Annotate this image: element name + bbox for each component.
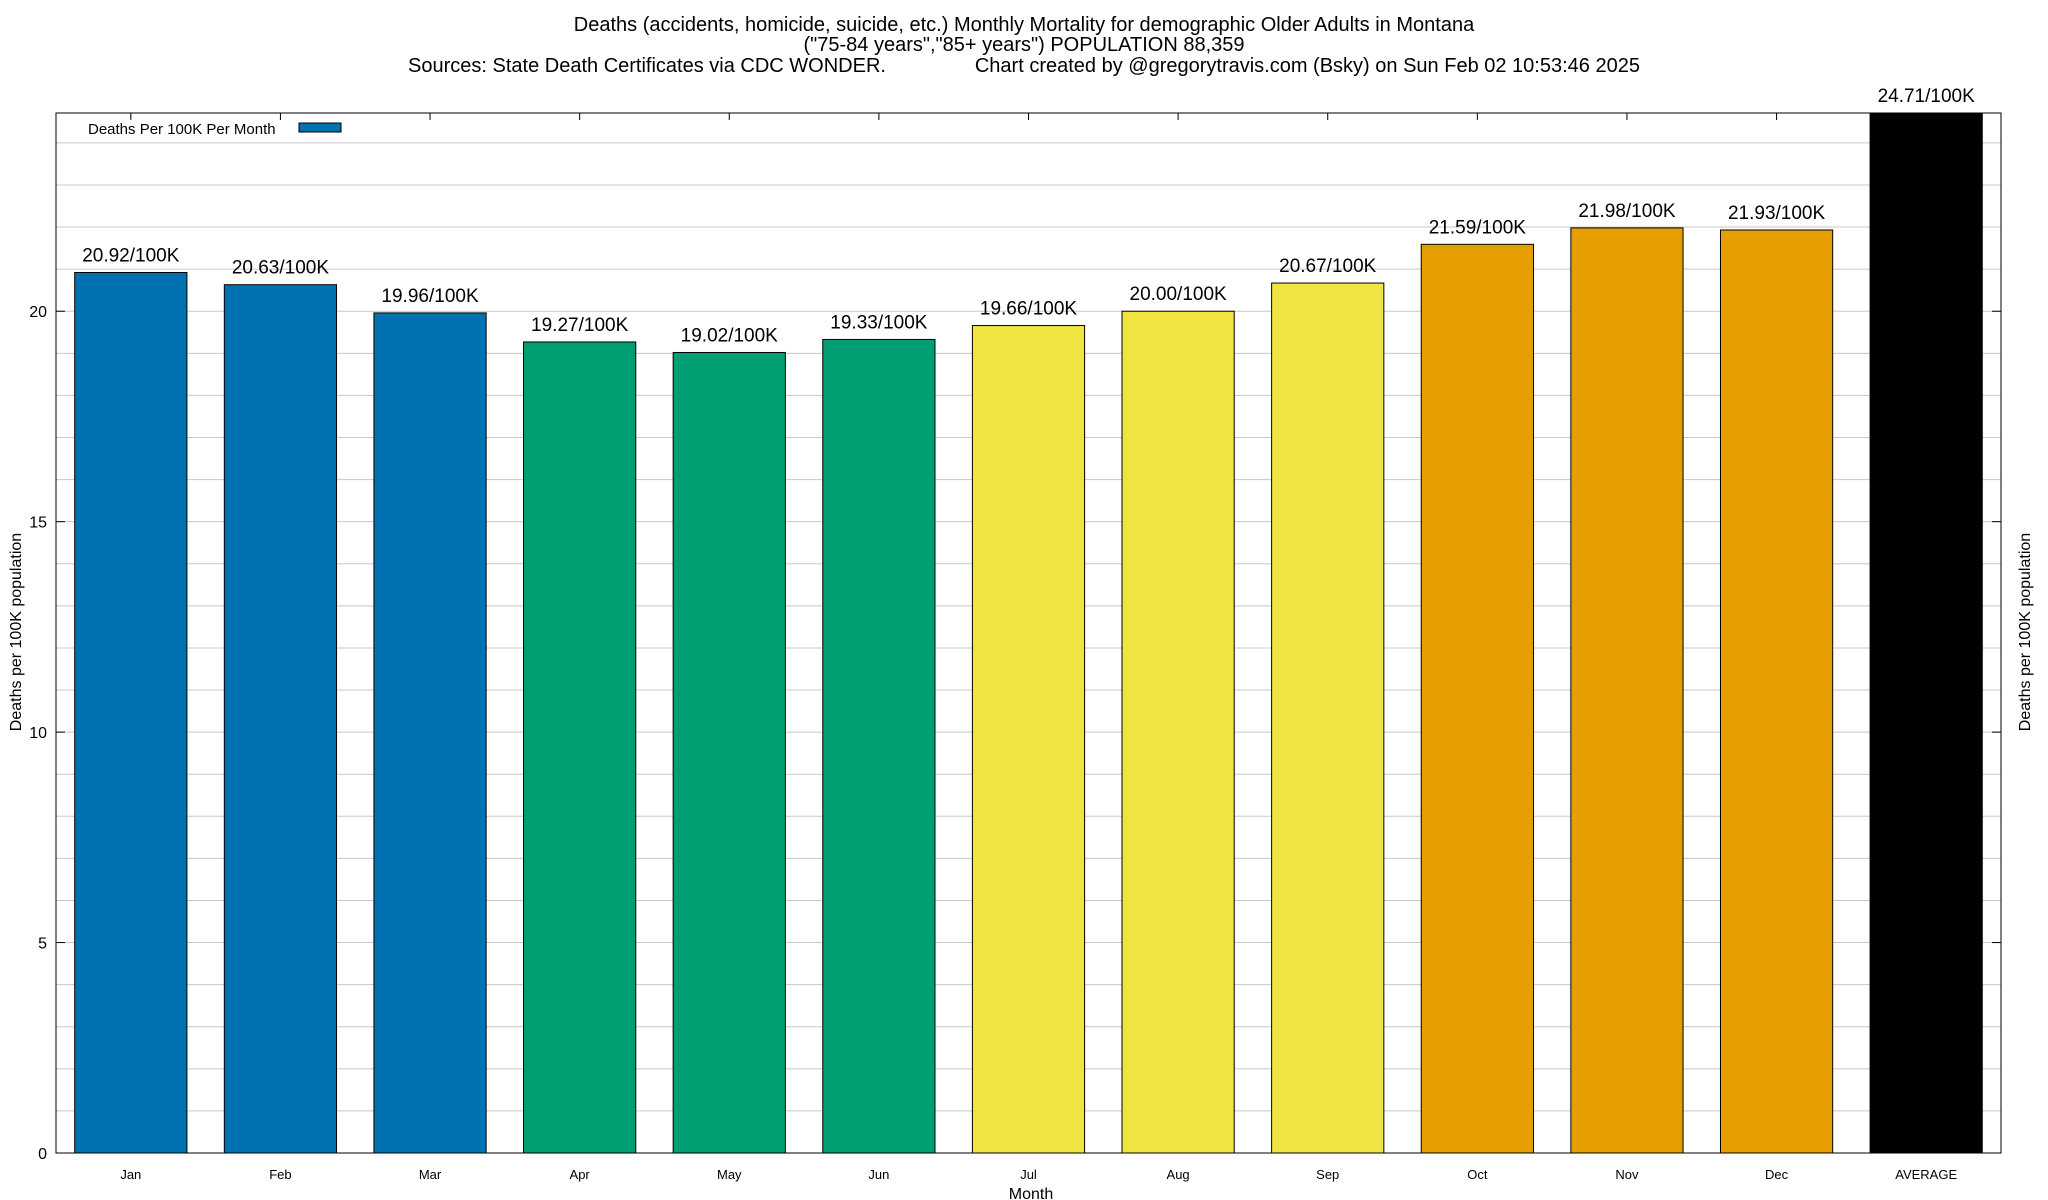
x-tick-label-dec: Dec xyxy=(1765,1167,1789,1182)
bar-oct xyxy=(1420,243,1534,1154)
x-tick-label-oct: Oct xyxy=(1467,1167,1488,1182)
bar-sep xyxy=(1271,282,1385,1154)
x-tick-label-jun: Jun xyxy=(868,1167,889,1182)
data-labels: 20.92/100K 20.63/100K 19.96/100K 19.27/100K… xyxy=(82,86,1975,346)
y-tick-label: 10 xyxy=(29,725,47,742)
x-tick-label-average: AVERAGE xyxy=(1895,1167,1957,1182)
bar-jan xyxy=(74,272,188,1154)
x-tick-label-apr: Apr xyxy=(570,1167,591,1182)
x-tick-label-feb: Feb xyxy=(269,1167,291,1182)
legend-label: Deaths Per 100K Per Month xyxy=(88,121,276,138)
y-axis-label-right: Deaths per 100K population xyxy=(2017,533,2034,731)
bar-average xyxy=(1869,112,1983,1154)
title-line-2: ("75-84 years","85+ years") POPULATION 8… xyxy=(804,34,1245,56)
x-tick-label-jan: Jan xyxy=(120,1167,141,1182)
data-label-oct: 21.59/100K xyxy=(1429,217,1527,238)
x-tick-label-may: May xyxy=(717,1167,742,1182)
bar-apr xyxy=(523,341,637,1154)
data-label-jan: 20.92/100K xyxy=(82,246,180,267)
data-label-sep: 20.67/100K xyxy=(1279,256,1377,277)
title-line-3: Sources: State Death Certificates via CD… xyxy=(408,55,1640,77)
y-axis-label: Deaths per 100K population xyxy=(8,533,25,731)
data-label-aug: 20.00/100K xyxy=(1130,284,1228,305)
chart-title: Deaths (accidents, homicide, suicide, et… xyxy=(408,14,1640,77)
x-axis-label: Month xyxy=(1009,1186,1053,1200)
data-label-average: 24.71/100K xyxy=(1878,86,1976,107)
data-label-apr: 19.27/100K xyxy=(531,315,629,336)
legend-swatch xyxy=(298,122,342,133)
data-label-feb: 20.63/100K xyxy=(232,258,330,279)
data-label-dec: 21.93/100K xyxy=(1728,203,1826,224)
data-label-nov: 21.98/100K xyxy=(1578,201,1676,222)
x-tick-labels: Jan Feb Mar Apr May Jun Jul Aug Sep Oct Nov Dec AVER… xyxy=(120,1167,1957,1182)
bar-mar xyxy=(373,312,487,1154)
x-tick-label-jul: Jul xyxy=(1020,1167,1037,1182)
y-tick-label: 0 xyxy=(38,1146,47,1163)
axis-ticks xyxy=(56,113,2001,1154)
bar-dec xyxy=(1719,229,1834,1154)
legend: Deaths Per 100K Per Month xyxy=(88,121,342,138)
data-label-may: 19.02/100K xyxy=(681,325,779,346)
bar-jul xyxy=(971,325,1086,1154)
bar-nov xyxy=(1570,227,1684,1154)
bar-may xyxy=(672,351,786,1154)
bars xyxy=(74,112,1983,1154)
bar-jun xyxy=(822,338,936,1154)
title-line-1: Deaths (accidents, homicide, suicide, et… xyxy=(574,14,1475,36)
y-tick-label: 20 xyxy=(29,304,47,321)
data-label-jul: 19.66/100K xyxy=(980,299,1078,320)
data-label-mar: 19.96/100K xyxy=(381,286,479,307)
y-tick-labels: 0 5 10 15 20 xyxy=(29,304,47,1163)
x-tick-label-aug: Aug xyxy=(1167,1167,1190,1182)
x-tick-label-mar: Mar xyxy=(419,1167,442,1182)
data-label-jun: 19.33/100K xyxy=(830,312,928,333)
bar-aug xyxy=(1121,310,1235,1154)
bar-feb xyxy=(223,284,338,1154)
y-tick-label: 5 xyxy=(38,936,47,953)
x-tick-label-sep: Sep xyxy=(1316,1167,1339,1182)
x-tick-label-nov: Nov xyxy=(1615,1167,1639,1182)
y-tick-label: 15 xyxy=(29,515,47,532)
